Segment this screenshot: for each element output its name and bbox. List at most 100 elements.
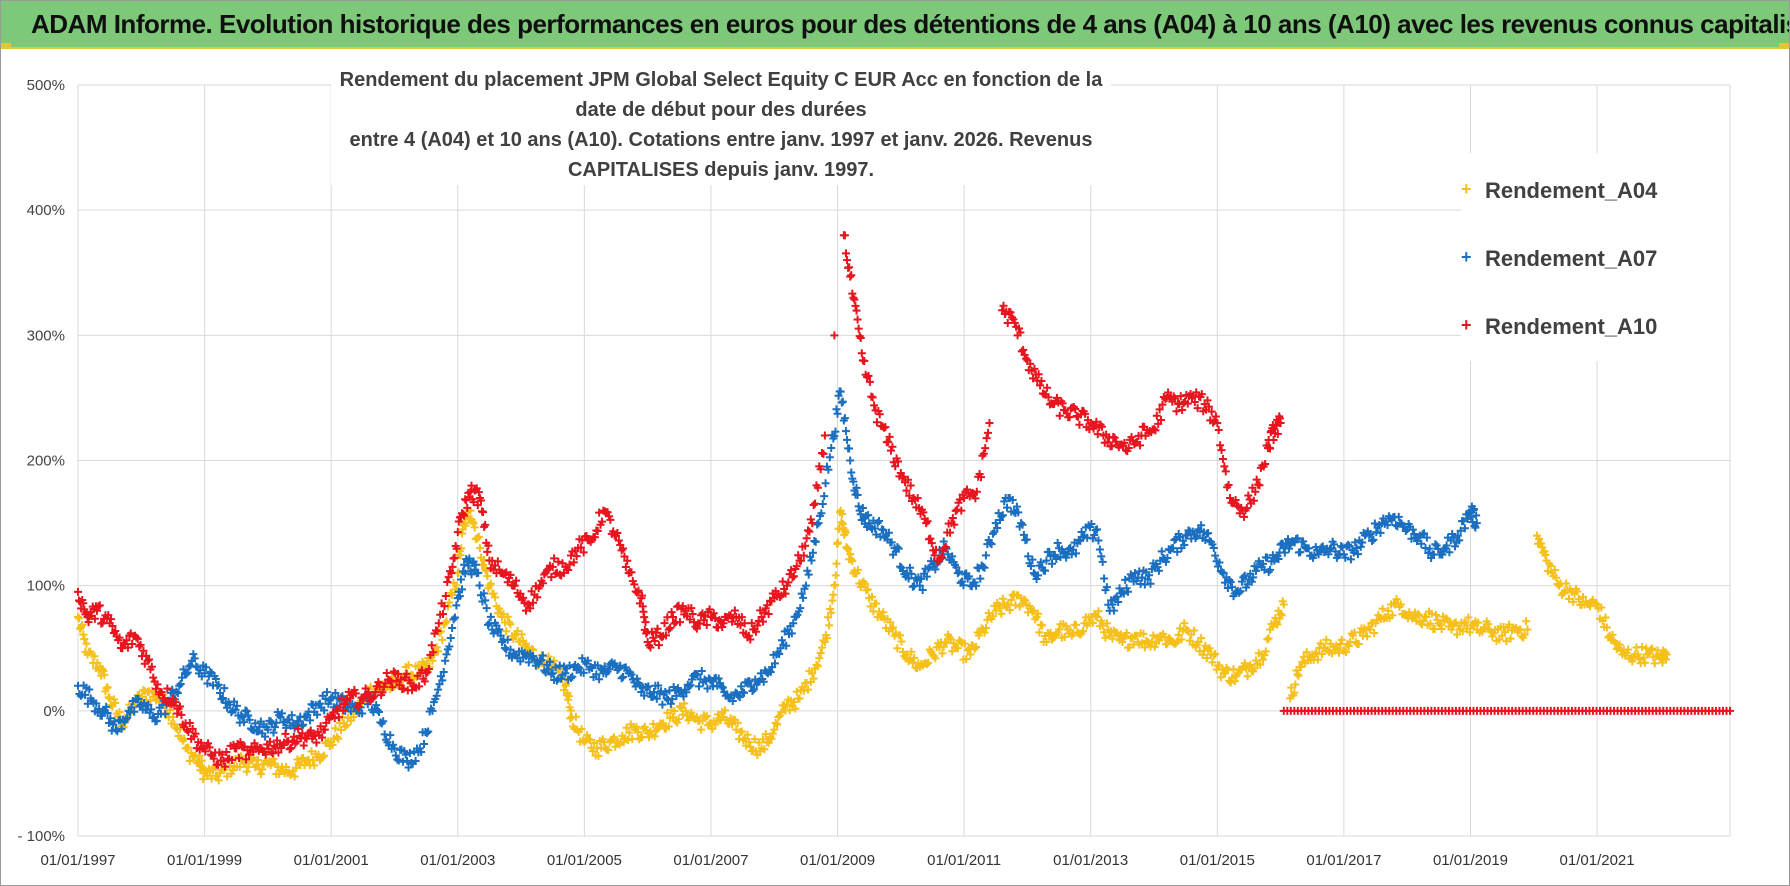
data-point-filler bbox=[919, 508, 928, 517]
data-point-filler bbox=[737, 727, 746, 736]
data-point-filler bbox=[809, 500, 818, 509]
data-point-filler bbox=[308, 756, 317, 765]
data-point bbox=[1279, 600, 1288, 609]
data-point-filler bbox=[1520, 630, 1529, 639]
data-point-filler bbox=[640, 613, 649, 622]
data-point-filler bbox=[1365, 625, 1374, 634]
data-point-filler bbox=[1008, 496, 1017, 505]
data-point-filler bbox=[796, 604, 805, 613]
data-point bbox=[820, 431, 829, 440]
data-point-filler bbox=[254, 727, 263, 736]
data-point-filler bbox=[1046, 628, 1055, 637]
data-point-filler bbox=[332, 705, 341, 714]
data-point-filler bbox=[445, 642, 454, 651]
data-point-filler bbox=[432, 643, 441, 652]
data-point-filler bbox=[853, 565, 862, 574]
data-point-filler bbox=[438, 676, 447, 685]
data-point-filler bbox=[1586, 602, 1595, 611]
data-point-filler bbox=[745, 677, 754, 686]
data-point-filler bbox=[868, 393, 877, 402]
data-point-filler bbox=[1277, 611, 1286, 620]
data-point-filler bbox=[1097, 422, 1106, 431]
data-point-filler bbox=[998, 511, 1007, 520]
data-point-filler bbox=[1358, 538, 1367, 547]
data-point-filler bbox=[1022, 535, 1031, 544]
x-tick-label: 01/01/1999 bbox=[167, 852, 242, 869]
data-point bbox=[1029, 606, 1038, 615]
data-point-filler bbox=[294, 724, 303, 733]
data-point-filler bbox=[378, 688, 387, 697]
data-point-filler bbox=[203, 679, 212, 688]
data-point-filler bbox=[282, 762, 291, 771]
data-point-filler bbox=[888, 442, 897, 451]
data-point-filler bbox=[351, 689, 360, 698]
data-point-filler bbox=[339, 706, 348, 715]
data-point-filler bbox=[922, 572, 931, 581]
data-point bbox=[1333, 644, 1342, 653]
data-point-filler bbox=[1391, 521, 1400, 530]
data-point-filler bbox=[1252, 475, 1261, 484]
data-point-filler bbox=[831, 571, 840, 580]
data-point-filler bbox=[1235, 588, 1244, 597]
data-point-filler bbox=[107, 615, 116, 624]
data-point-filler bbox=[808, 548, 817, 557]
data-point-filler bbox=[759, 677, 768, 686]
legend-marker-a04: + bbox=[1461, 179, 1472, 199]
data-point-filler bbox=[320, 706, 329, 715]
data-point-filler bbox=[1425, 544, 1434, 553]
data-point-filler bbox=[1090, 531, 1099, 540]
data-point-filler bbox=[931, 654, 940, 663]
data-point-filler bbox=[175, 725, 184, 734]
data-point-filler bbox=[178, 673, 187, 682]
data-point-filler bbox=[972, 581, 981, 590]
data-point-filler bbox=[918, 586, 927, 595]
data-point bbox=[1472, 519, 1481, 528]
data-point-filler bbox=[401, 750, 410, 759]
data-point-filler bbox=[1038, 621, 1047, 630]
data-point-filler bbox=[1363, 632, 1372, 641]
data-point-filler bbox=[449, 615, 458, 624]
data-point-filler bbox=[957, 506, 966, 515]
data-point-filler bbox=[136, 640, 145, 649]
data-point-filler bbox=[924, 658, 933, 667]
data-point-filler bbox=[184, 743, 193, 752]
data-point-filler bbox=[924, 564, 933, 573]
data-point-filler bbox=[521, 606, 530, 615]
data-point-filler bbox=[1502, 637, 1511, 646]
data-point-filler bbox=[189, 650, 198, 659]
data-point-filler bbox=[254, 756, 263, 765]
data-point-filler bbox=[467, 481, 476, 490]
data-point-filler bbox=[887, 538, 896, 547]
data-point bbox=[789, 619, 798, 628]
data-point-filler bbox=[801, 541, 810, 550]
data-point-filler bbox=[868, 592, 877, 601]
data-point-filler bbox=[1173, 547, 1182, 556]
data-point-filler bbox=[1180, 541, 1189, 550]
data-point-filler bbox=[1218, 455, 1227, 464]
data-point-filler bbox=[99, 666, 108, 675]
data-point-filler bbox=[315, 699, 324, 708]
data-point-filler bbox=[606, 515, 615, 524]
data-point-filler bbox=[1026, 562, 1035, 571]
data-point bbox=[687, 675, 696, 684]
data-point-filler bbox=[685, 682, 694, 691]
data-point-filler bbox=[399, 684, 408, 693]
data-point-filler bbox=[804, 570, 813, 579]
data-point-filler bbox=[537, 655, 546, 664]
data-point-filler bbox=[479, 508, 488, 517]
data-point-filler bbox=[538, 579, 547, 588]
data-point-filler bbox=[1209, 651, 1218, 660]
data-point-filler bbox=[1071, 620, 1080, 629]
data-point bbox=[1093, 612, 1102, 621]
data-point-filler bbox=[1297, 662, 1305, 671]
data-point bbox=[1365, 531, 1374, 540]
data-point-filler bbox=[484, 541, 493, 550]
data-point bbox=[757, 612, 766, 621]
data-point-filler bbox=[1107, 442, 1116, 451]
chart-legend: + Rendement_A04 + Rendement_A07 + Rendem… bbox=[1461, 153, 1729, 361]
data-point-filler bbox=[277, 709, 286, 718]
data-point-filler bbox=[1216, 441, 1225, 450]
data-point-filler bbox=[491, 593, 500, 602]
data-point-filler bbox=[1334, 551, 1343, 560]
